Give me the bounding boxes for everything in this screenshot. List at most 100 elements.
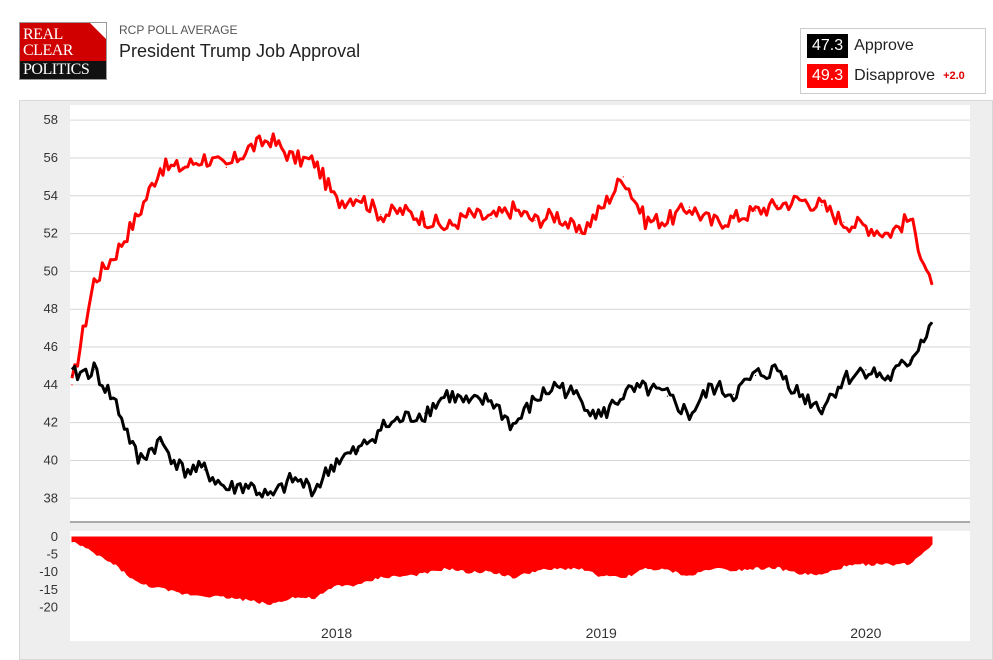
approve-point (556, 384, 558, 386)
legend-disapprove[interactable]: 49.3 Disapprove +2.0 (807, 64, 965, 88)
approve-point (821, 406, 823, 409)
y-tick-label: 42 (44, 415, 58, 430)
disapprove-point (137, 214, 139, 216)
disapprove-delta: +2.0 (943, 70, 965, 82)
rcp-logo[interactable]: REAL CLEAR POLITICS (19, 22, 107, 80)
disapprove-point (600, 208, 602, 210)
disapprove-point (799, 198, 801, 201)
approve-point (512, 425, 514, 428)
x-tick-label: 2020 (850, 625, 881, 641)
disapprove-point (843, 221, 845, 223)
approve-point (402, 418, 404, 420)
disapprove-point (225, 166, 227, 168)
disapprove-point (424, 217, 426, 220)
disapprove-point (732, 217, 735, 220)
approve-point (799, 393, 801, 395)
approve-point (490, 399, 492, 401)
disapprove-point (313, 161, 316, 163)
approve-point (843, 378, 845, 380)
approve-point (732, 393, 735, 395)
disapprove-point (203, 157, 205, 159)
disapprove-point (534, 219, 536, 221)
y-tick-label: 44 (44, 377, 58, 392)
approve-point (622, 393, 624, 395)
disapprove-value-badge: 49.3 (807, 64, 849, 88)
spread-y-tick-label: -15 (39, 582, 58, 597)
disapprove-point (247, 147, 250, 150)
approve-point (358, 450, 360, 452)
approve-point (336, 459, 338, 462)
y-tick-label: 58 (44, 112, 58, 127)
approve-point (534, 399, 536, 401)
logo-line-2: CLEAR (23, 42, 73, 59)
disapprove-point (754, 210, 757, 212)
disapprove-point (666, 219, 668, 221)
approve-point (931, 321, 933, 324)
x-tick-label: 2019 (586, 625, 617, 641)
disapprove-point (512, 208, 514, 210)
disapprove-point (402, 210, 404, 212)
approve-label: Approve (854, 37, 914, 54)
disapprove-line (70, 132, 934, 379)
main-plot-area (70, 105, 970, 521)
y-tick-label: 50 (44, 263, 58, 278)
approve-point (887, 378, 889, 380)
disapprove-point (358, 195, 360, 197)
approve-point (666, 395, 668, 397)
disapprove-point (269, 138, 272, 140)
approve-point (688, 414, 691, 416)
disapprove-point (909, 217, 911, 220)
x-tick-label: 2018 (321, 625, 352, 641)
approve-point (313, 488, 316, 490)
approve-point (578, 397, 580, 399)
legend: 47.3 Approve 49.3 Disapprove +2.0 (800, 28, 986, 94)
chart-title: President Trump Job Approval (119, 41, 361, 61)
chart-frame: 58 56 54 52 50 48 46 44 42 40 38 0 -5 -10 -15 -20 2018 20… (19, 100, 993, 660)
disapprove-point (865, 225, 867, 227)
chart-header: REAL CLEAR POLITICS RCP POLL AVERAGE Pre… (0, 0, 993, 100)
y-tick-label: 52 (44, 226, 58, 241)
approve-point (468, 403, 470, 405)
approve-point (247, 484, 250, 486)
approve-point (446, 393, 448, 395)
logo-line-3: POLITICS (20, 61, 106, 79)
disapprove-point (291, 157, 294, 159)
approve-point (291, 478, 294, 480)
disapprove-point (710, 221, 713, 223)
approve-point (710, 386, 713, 388)
approve-point (865, 369, 867, 371)
spread-y-tick-label: -20 (39, 599, 58, 614)
approve-point (137, 459, 139, 462)
legend-approve[interactable]: 47.3 Approve (807, 34, 914, 58)
approve-line (70, 321, 934, 499)
approve-point (71, 374, 73, 376)
approve-point (754, 374, 757, 376)
disapprove-point (380, 214, 382, 216)
disapprove-point (71, 384, 73, 386)
y-tick-label: 46 (44, 339, 58, 354)
spread-y-tick-label: 0 (51, 529, 58, 544)
approve-point (225, 488, 227, 490)
approve-point (424, 412, 426, 414)
approve-point (269, 497, 272, 499)
disapprove-point (159, 166, 161, 168)
approve-point (115, 403, 117, 405)
y-tick-label: 56 (44, 150, 58, 165)
approve-point (777, 369, 779, 371)
approve-point (644, 388, 646, 390)
approve-point (203, 469, 205, 471)
y-tick-label: 48 (44, 301, 58, 316)
y-tick-label: 38 (44, 490, 58, 505)
chart-svg[interactable]: 58 56 54 52 50 48 46 44 42 40 38 0 -5 -10 -15 -20 2018 20… (20, 101, 992, 659)
disapprove-point (644, 219, 646, 221)
disapprove-point (622, 176, 624, 178)
disapprove-point (821, 204, 823, 206)
approve-point (380, 427, 382, 429)
disapprove-point (181, 166, 183, 168)
disapprove-point (688, 206, 691, 208)
y-tick-label: 40 (44, 452, 58, 467)
disapprove-point (115, 251, 117, 254)
y-tick-label: 54 (44, 188, 58, 203)
disapprove-point (468, 214, 470, 216)
chart-kicker: RCP POLL AVERAGE (119, 23, 238, 37)
